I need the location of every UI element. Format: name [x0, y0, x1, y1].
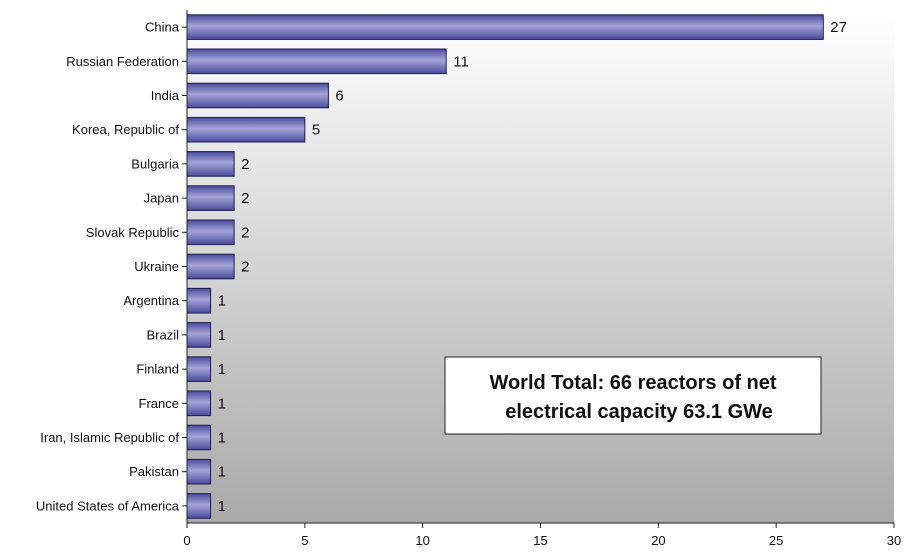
bar-13 — [186, 458, 212, 485]
x-tick-label-3: 15 — [533, 533, 547, 548]
bar-14 — [186, 493, 212, 519]
bar-0 — [186, 14, 824, 40]
annotation-box — [444, 356, 822, 435]
category-label-2: India — [151, 88, 180, 103]
bar-value-label-2: 6 — [335, 88, 343, 105]
category-label-12: Iran, Islamic Republic of — [40, 430, 179, 445]
bar-value-label-9: 1 — [218, 327, 226, 344]
category-label-5: Japan — [144, 191, 179, 206]
bar-6 — [186, 219, 235, 246]
bar-value-label-11: 1 — [218, 395, 226, 412]
annotation-line-2: electrical capacity 63.1 GWe — [505, 401, 773, 423]
bar-value-label-13: 1 — [218, 464, 226, 481]
category-label-14: United States of America — [36, 498, 180, 513]
x-tick-label-2: 10 — [415, 533, 429, 548]
category-label-13: Pakistan — [129, 464, 179, 479]
bar-value-label-4: 2 — [241, 156, 249, 173]
bar-3 — [186, 116, 306, 143]
bar-value-label-5: 2 — [241, 190, 249, 207]
bar-9 — [186, 322, 212, 348]
category-label-4: Bulgaria — [131, 156, 179, 171]
bar-value-label-10: 1 — [218, 361, 226, 378]
bar-4 — [186, 151, 235, 177]
x-tick-label-0: 0 — [183, 533, 190, 548]
bar-value-label-3: 5 — [312, 122, 320, 139]
category-label-11: France — [139, 396, 179, 411]
bar-7 — [186, 253, 235, 280]
bar-value-label-8: 1 — [218, 293, 226, 310]
bar-1 — [186, 48, 447, 75]
x-tick-label-6: 30 — [887, 533, 901, 548]
category-label-0: China — [145, 20, 180, 35]
x-tick-label-5: 25 — [769, 533, 783, 548]
bar-11 — [186, 390, 212, 417]
category-label-7: Ukraine — [134, 259, 179, 274]
bar-value-label-1: 11 — [453, 53, 469, 70]
annotation-layer: World Total: 66 reactors of net electric… — [444, 356, 822, 435]
x-tick-label-4: 20 — [651, 533, 665, 548]
bar-value-label-0: 27 — [830, 19, 847, 36]
bar-value-label-7: 2 — [241, 259, 249, 276]
bar-value-label-6: 2 — [241, 224, 249, 241]
category-label-6: Slovak Republic — [86, 225, 180, 240]
category-label-1: Russian Federation — [66, 54, 179, 69]
bar-5 — [186, 185, 235, 211]
axes-layer: China Russian Federation India Korea, Repub… — [36, 10, 901, 548]
bar-value-label-12: 1 — [218, 430, 226, 447]
bar-10 — [186, 356, 212, 382]
annotation-line-1: World Total: 66 reactors of net — [489, 372, 776, 394]
category-label-3: Korea, Republic of — [72, 122, 179, 137]
bar-value-label-14: 1 — [218, 498, 226, 515]
bar-2 — [186, 82, 329, 109]
x-tick-label-1: 5 — [301, 533, 308, 548]
category-label-8: Argentina — [123, 293, 179, 308]
bar-8 — [186, 287, 212, 314]
category-label-9: Brazil — [146, 327, 179, 342]
bar-12 — [186, 424, 212, 451]
category-label-10: Finland — [136, 362, 179, 377]
